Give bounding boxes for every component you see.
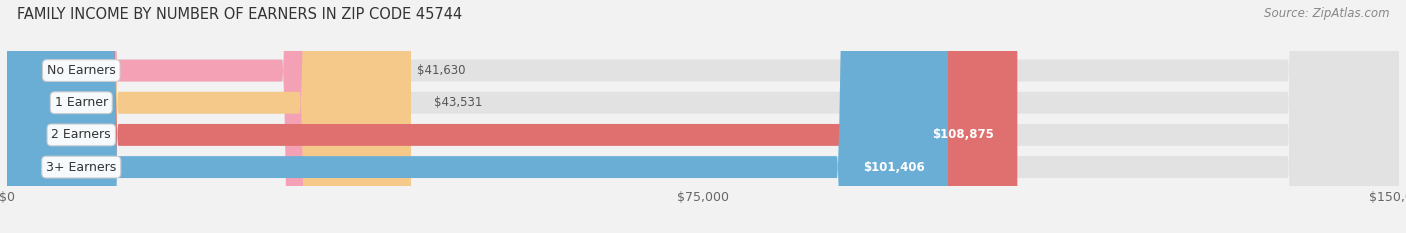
FancyBboxPatch shape xyxy=(7,0,394,233)
FancyBboxPatch shape xyxy=(7,0,411,233)
Text: 1 Earner: 1 Earner xyxy=(55,96,108,109)
Text: No Earners: No Earners xyxy=(46,64,115,77)
Text: $108,875: $108,875 xyxy=(932,128,994,141)
FancyBboxPatch shape xyxy=(7,0,948,233)
FancyBboxPatch shape xyxy=(7,0,1399,233)
FancyBboxPatch shape xyxy=(7,0,1399,233)
FancyBboxPatch shape xyxy=(7,0,1018,233)
Text: FAMILY INCOME BY NUMBER OF EARNERS IN ZIP CODE 45744: FAMILY INCOME BY NUMBER OF EARNERS IN ZI… xyxy=(17,7,463,22)
Text: 3+ Earners: 3+ Earners xyxy=(46,161,117,174)
Text: Source: ZipAtlas.com: Source: ZipAtlas.com xyxy=(1264,7,1389,20)
Text: 2 Earners: 2 Earners xyxy=(52,128,111,141)
Text: $101,406: $101,406 xyxy=(863,161,925,174)
FancyBboxPatch shape xyxy=(7,0,1399,233)
Text: $43,531: $43,531 xyxy=(434,96,482,109)
FancyBboxPatch shape xyxy=(7,0,1399,233)
Text: $41,630: $41,630 xyxy=(416,64,465,77)
